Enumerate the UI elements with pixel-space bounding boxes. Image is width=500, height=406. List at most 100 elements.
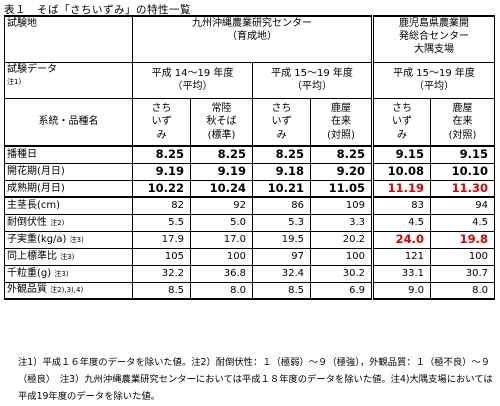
table-cell: 94 (430, 196, 495, 215)
table-row: 外観品質 注2),3),4) 8.5 8.0 8.5 6.9 9.0 8.0 (4, 281, 495, 300)
period3-line2: （平均） (414, 81, 454, 92)
org2-line2: 発総合センター (399, 31, 469, 42)
table-cell: 6.9 (310, 281, 373, 300)
table-cell: 8.25 (252, 145, 311, 164)
table-cell: 109 (310, 196, 373, 215)
table-cell: 9.19 (190, 162, 253, 181)
org2-line1: 鹿児島県農業開 (399, 18, 469, 29)
org2-header: 鹿児島県農業開 発総合センター 大隅支場 (371, 15, 495, 63)
site-label: 試験地 (4, 15, 133, 63)
table-cell: 9.19 (132, 162, 191, 181)
header-row-site: 試験地 九州沖縄農業研究センター （育成地） 鹿児島県農業開 発総合センター 大… (4, 15, 495, 63)
table-cell: 105 (132, 247, 191, 266)
table-cell: 9.0 (371, 281, 431, 300)
table-cell: 10.08 (371, 162, 431, 181)
data-label-cell: 試験データ 注1) (4, 61, 133, 99)
variety-header: さち いずみ (371, 97, 431, 147)
table-row: 播種日 8.25 8.25 8.25 8.25 9.15 9.15 (4, 145, 495, 164)
variety-label: 系統・品種名 (4, 97, 133, 147)
row-label: 子実重(kg/a) 注3) (4, 230, 133, 249)
period1-line2: （平均） (172, 81, 213, 92)
table-cell: 8.5 (252, 281, 311, 300)
variety-header: さち いずみ (132, 97, 191, 147)
table-cell: 9.18 (252, 162, 311, 181)
table-cell: 100 (190, 247, 253, 266)
variety-header: 常陸 秋そば (標準) (190, 97, 253, 147)
variety-header: さち いずみ (252, 97, 311, 147)
table-cell: 8.0 (430, 281, 495, 300)
data-label: 試験データ (7, 63, 57, 75)
table-cell: 10.21 (252, 179, 311, 198)
table-cell: 9.15 (430, 145, 495, 164)
header-row-period: 試験データ 注1) 平成 14～19 年度 （平均） 平成 15～19 年度 （… (4, 61, 495, 99)
org2-line3: 大隅支場 (414, 44, 454, 55)
characteristics-table: 試験地 九州沖縄農業研究センター （育成地） 鹿児島県農業開 発総合センター 大… (4, 15, 495, 300)
table-cell: 10.24 (190, 179, 253, 198)
table-cell: 19.5 (252, 230, 311, 249)
table-row: 耐倒伏性 注2) 5.5 5.0 5.3 3.3 4.5 4.5 (4, 213, 495, 232)
table-cell-highlight: 19.8 (430, 230, 495, 249)
variety-header: 鹿屋 在来 (対照) (310, 97, 373, 147)
table-cell: 86 (252, 196, 311, 215)
table-cell: 20.2 (310, 230, 373, 249)
row-label: 外観品質 注2),3),4) (4, 281, 133, 300)
row-label: 耐倒伏性 注2) (4, 213, 133, 232)
characteristics-table-wrapper: 試験地 九州沖縄農業研究センター （育成地） 鹿児島県農業開 発総合センター 大… (4, 15, 495, 300)
table-cell: 4.5 (430, 213, 495, 232)
table-row: 子実重(kg/a) 注3) 17.9 17.0 19.5 20.2 24.0 1… (4, 230, 495, 249)
table-title: 表１ そば「さちいずみ」の特性一覧 (4, 4, 191, 16)
table-cell: 10.22 (132, 179, 191, 198)
table-cell: 5.3 (252, 213, 311, 232)
table-cell-highlight: 11.30 (430, 179, 495, 198)
org1-sub: （育成地） (227, 31, 277, 42)
table-cell: 4.5 (371, 213, 431, 232)
period3: 平成 15～19 年度 （平均） (371, 61, 495, 99)
table-cell: 5.0 (190, 213, 253, 232)
table-cell: 5.5 (132, 213, 191, 232)
table-row: 主茎長(cm) 82 92 86 109 83 94 (4, 196, 495, 215)
table-cell: 92 (190, 196, 253, 215)
footnotes: 注1）平成１６年度のデータを除いた値。注2）耐倒伏性：１（極弱）～９（極強），外… (18, 357, 493, 402)
table-cell: 97 (252, 247, 311, 266)
table-cell: 17.9 (132, 230, 191, 249)
table-cell: 36.8 (190, 264, 253, 283)
period1-line1: 平成 14～19 年度 (151, 68, 234, 79)
table-row: 同上標準比 注3) 105 100 97 100 121 100 (4, 247, 495, 266)
period2-line2: （平均） (292, 81, 332, 92)
table-cell: 100 (310, 247, 373, 266)
table-cell: 82 (132, 196, 191, 215)
variety-header: 鹿屋 在来 (対照) (430, 97, 495, 147)
period2: 平成 15～19 年度 （平均） (252, 61, 373, 99)
table-cell: 32.4 (252, 264, 311, 283)
table-row: 開花期(月日) 9.19 9.19 9.18 9.20 10.08 10.10 (4, 162, 495, 181)
table-cell: 8.0 (190, 281, 253, 300)
table-cell: 83 (371, 196, 431, 215)
row-label: 播種日 (4, 145, 133, 164)
header-row-variety: 系統・品種名 さち いずみ 常陸 秋そば (標準) さち いずみ 鹿屋 在来 (対照) さち… (4, 97, 495, 147)
row-label: 千粒重(g) 注3) (4, 264, 133, 283)
table-cell: 8.25 (132, 145, 191, 164)
table-cell: 9.15 (371, 145, 431, 164)
table-cell: 10.10 (430, 162, 495, 181)
table-cell: 9.20 (310, 162, 373, 181)
data-note: 注1) (7, 77, 22, 86)
table-cell: 32.2 (132, 264, 191, 283)
table-cell: 121 (371, 247, 431, 266)
table-cell: 17.0 (190, 230, 253, 249)
table-cell: 8.25 (310, 145, 373, 164)
table-row: 千粒重(g) 注3) 32.2 36.8 32.4 30.2 33.1 30.7 (4, 264, 495, 283)
org1-header: 九州沖縄農業研究センター （育成地） (132, 15, 373, 63)
table-cell: 30.2 (310, 264, 373, 283)
table-row: 成熟期(月日) 10.22 10.24 10.21 11.05 11.19 11… (4, 179, 495, 198)
table-cell-highlight: 24.0 (371, 230, 431, 249)
period1: 平成 14～19 年度 （平均） (132, 61, 253, 99)
table-cell: 33.1 (371, 264, 431, 283)
table-cell: 8.25 (190, 145, 253, 164)
row-label: 同上標準比 注3) (4, 247, 133, 266)
row-label: 主茎長(cm) (4, 196, 133, 215)
period2-line1: 平成 15～19 年度 (271, 68, 353, 79)
row-label: 成熟期(月日) (4, 179, 133, 198)
table-cell: 100 (430, 247, 495, 266)
org1-name: 九州沖縄農業研究センター (192, 18, 312, 29)
table-cell-highlight: 11.19 (371, 179, 431, 198)
